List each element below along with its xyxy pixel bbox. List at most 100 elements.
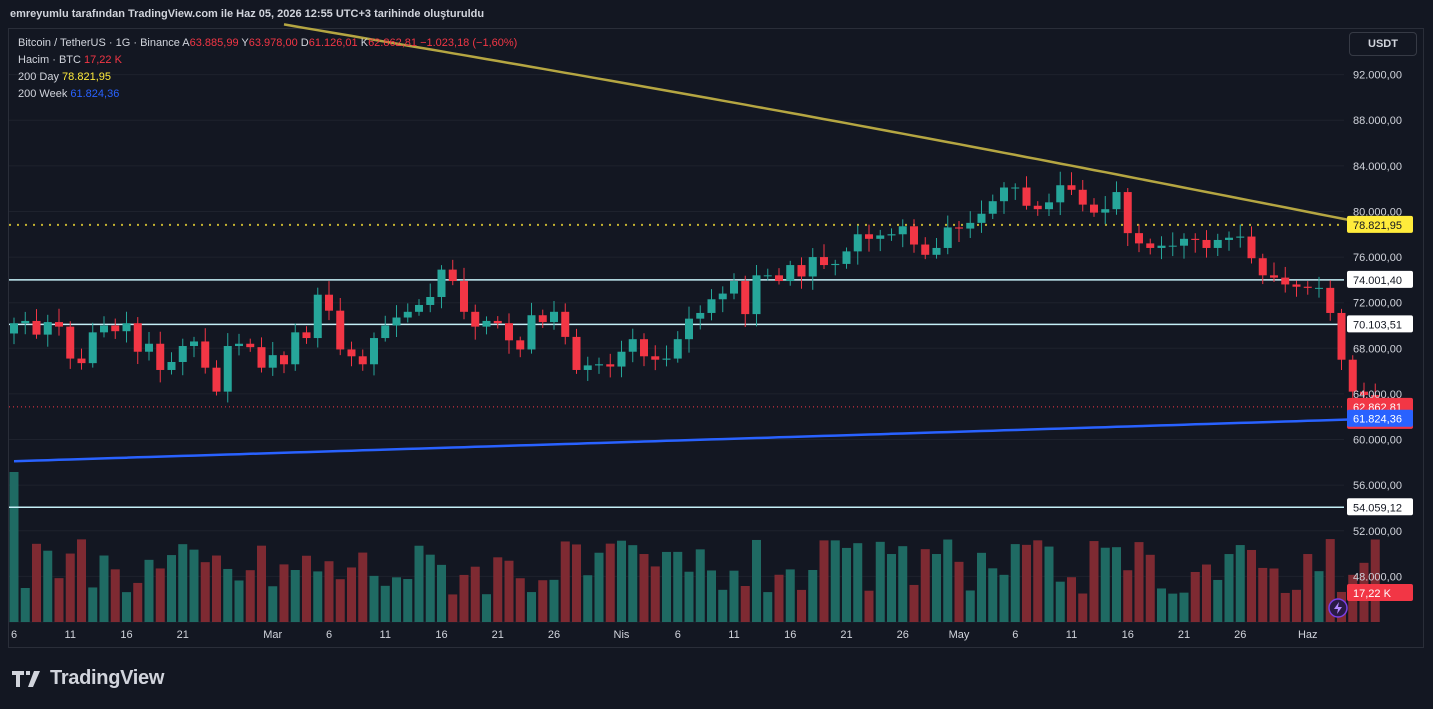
volume-bar (223, 568, 233, 622)
candle (505, 323, 513, 341)
candle (763, 275, 772, 277)
volume-bar (842, 547, 851, 622)
high-label: Y (241, 37, 249, 49)
candle (1000, 187, 1008, 202)
volume-bar (617, 540, 626, 622)
candle (100, 325, 108, 333)
volume-bar (1022, 544, 1031, 622)
volume-bar (515, 578, 525, 622)
volume-bar (313, 571, 323, 622)
volume-bar (695, 549, 705, 622)
candle (516, 340, 525, 350)
volume-bar (470, 566, 480, 622)
volume-bar (864, 590, 874, 622)
volume-bar (212, 555, 221, 622)
candle (820, 257, 828, 266)
level-axis-label-box (1347, 498, 1413, 516)
legend-ma200w-row[interactable]: 200 Week 61.824,36 (18, 86, 517, 103)
volume-bar (324, 561, 334, 622)
candle (775, 275, 783, 282)
candle (190, 341, 198, 347)
x-tick-label: 6 (326, 629, 332, 641)
x-tick-label: 11 (1066, 629, 1077, 641)
candle (1022, 187, 1031, 206)
chart-legend: Bitcoin / TetherUS · 1G · Binance A63.88… (18, 35, 517, 103)
candle (662, 358, 671, 360)
legend-ohlc-row: Bitcoin / TetherUS · 1G · Binance A63.88… (18, 35, 517, 52)
candle (550, 311, 558, 323)
volume-bar (1202, 564, 1211, 622)
candle (1157, 245, 1166, 248)
candle (1236, 236, 1245, 238)
candle (325, 294, 333, 311)
candle (403, 311, 412, 318)
volume-bar (1314, 571, 1324, 622)
candle (1213, 239, 1222, 248)
volume-bar (887, 554, 896, 622)
candle (471, 311, 480, 327)
candle (1168, 245, 1177, 247)
x-tick-label: 16 (784, 629, 796, 641)
candle (145, 343, 153, 352)
currency-button[interactable]: USDT (1349, 32, 1417, 56)
candle (1202, 239, 1211, 248)
volume-bar (549, 579, 559, 622)
tradingview-logo-icon (12, 670, 40, 687)
y-tick-label: 68.000,00 (1353, 343, 1402, 355)
volume-bar (110, 569, 120, 622)
candle (1090, 204, 1098, 213)
volume-bar (335, 579, 345, 622)
candle (1011, 187, 1020, 189)
volume-bar (1010, 544, 1020, 622)
ma200d-line (283, 23, 1376, 227)
ma200d-label: 200 Day (18, 71, 59, 83)
candle (943, 227, 952, 248)
x-tick-label: 11 (380, 629, 391, 641)
volume-bar (830, 540, 840, 622)
volume-bar (425, 554, 435, 622)
candle (1225, 237, 1233, 240)
volume-bar (898, 546, 908, 622)
candle (673, 339, 682, 359)
volume-bar (43, 550, 53, 622)
candle (876, 235, 885, 239)
volume-bar (673, 551, 683, 622)
volume-bar (88, 587, 98, 622)
candle (786, 265, 795, 282)
x-tick-label: 16 (120, 629, 132, 641)
volume-bar (279, 564, 289, 622)
candle (32, 320, 41, 335)
volume-bar (684, 571, 694, 622)
x-tick-label: Haz (1298, 629, 1318, 641)
volume-bar (20, 587, 30, 622)
candle (1348, 359, 1357, 392)
volume-bar (583, 575, 593, 622)
volume-bar (1067, 577, 1076, 622)
legend-volume-row[interactable]: Hacim · BTC 17,22 K (18, 52, 517, 69)
volume-bar (1134, 542, 1144, 622)
candle (122, 323, 131, 332)
candle (752, 275, 761, 315)
candle (336, 310, 345, 350)
volume-bar (1370, 539, 1380, 622)
candle (280, 355, 288, 365)
volume-bar (54, 578, 64, 622)
symbol-label[interactable]: Bitcoin / TetherUS · 1G · Binance (18, 37, 180, 49)
chart-frame[interactable] (8, 28, 1424, 648)
volume-bar (1100, 547, 1110, 622)
level-axis-label: 74.001,40 (1353, 275, 1402, 287)
candle (921, 244, 930, 255)
y-tick-label: 52.000,00 (1353, 526, 1402, 538)
volume-bar (493, 557, 503, 622)
candle (1292, 284, 1301, 287)
legend-ma200d-row[interactable]: 200 Day 78.821,95 (18, 69, 517, 86)
x-tick-label: 16 (1122, 629, 1134, 641)
candle (865, 234, 873, 239)
candle (741, 281, 750, 315)
candle (572, 336, 581, 370)
candle (527, 315, 536, 350)
low-label: D (300, 37, 309, 49)
candle (482, 320, 491, 327)
volume-bar (448, 594, 458, 622)
